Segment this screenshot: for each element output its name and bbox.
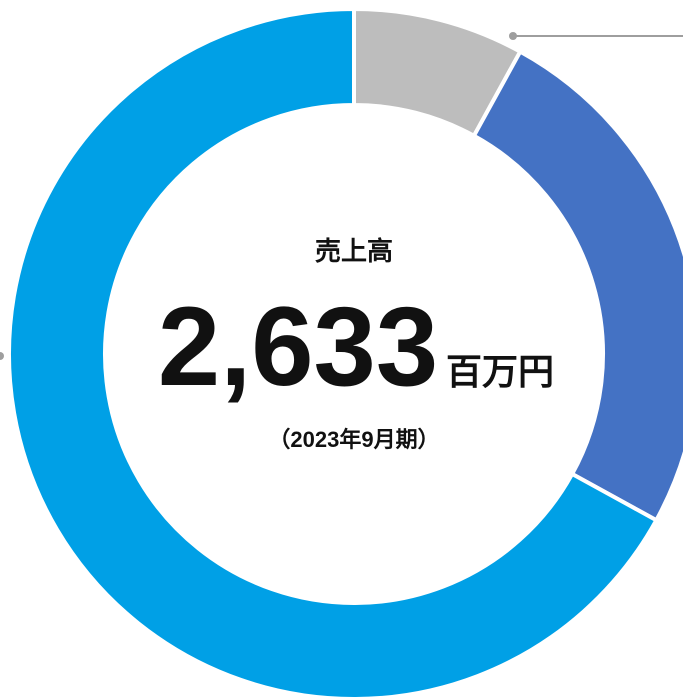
donut-segment <box>7 6 660 699</box>
center-unit: 百万円 <box>446 351 554 392</box>
center-note: （2023年9月期） <box>268 427 439 452</box>
leader-dot <box>509 32 517 40</box>
center-value: 2,633 <box>158 284 438 409</box>
donut <box>7 6 683 699</box>
center-label: 売上高 <box>315 236 393 266</box>
leader-dot <box>0 352 4 360</box>
donut-segment <box>471 48 683 523</box>
